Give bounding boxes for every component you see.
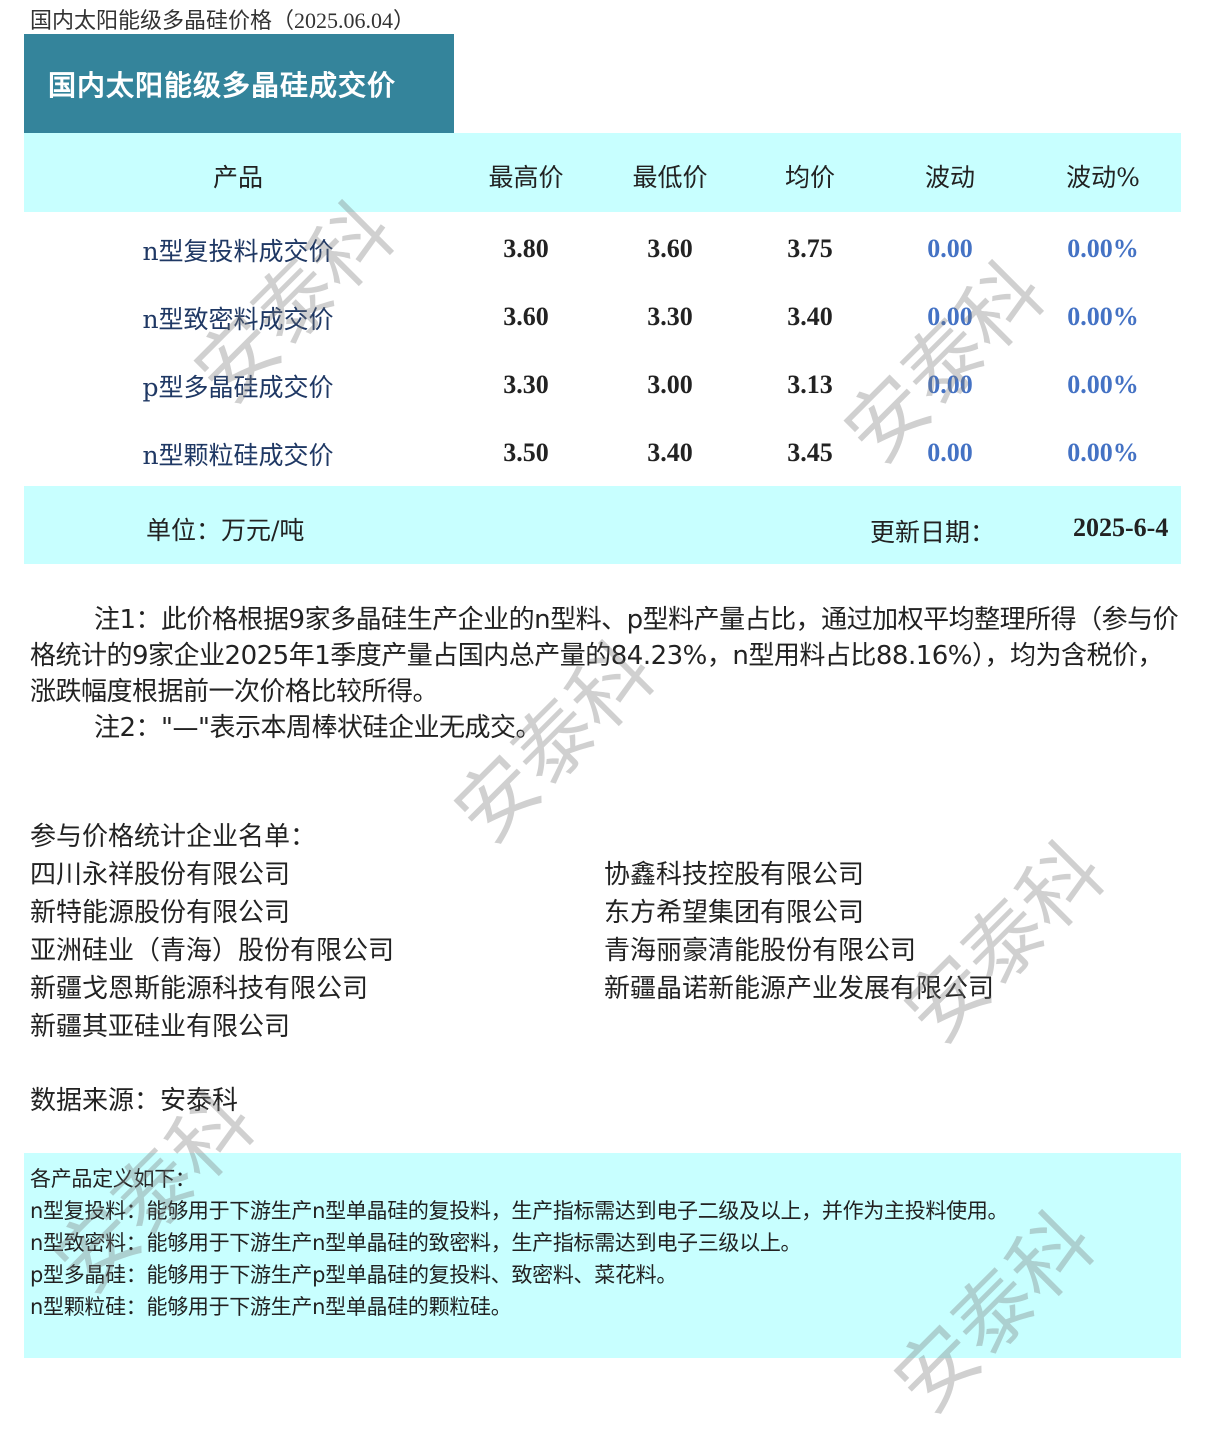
update-date: 2025-6-4 <box>1073 513 1169 542</box>
definition-line: n型颗粒硅：能够用于下游生产n型单晶硅的颗粒硅。 <box>30 1295 512 1319</box>
price-cell: 3.30 <box>503 370 549 399</box>
definition-line: 各产品定义如下： <box>30 1167 196 1191</box>
notes: 注1：此价格根据9家多晶硅生产企业的n型料、p型料产量占比，通过加权平均整理所得… <box>30 602 1180 746</box>
price-cell: 3.75 <box>787 234 833 263</box>
column-header: 均价 <box>784 163 836 192</box>
definition-line: p型多晶硅：能够用于下游生产p型单晶硅的复投料、致密料、菜花料。 <box>30 1263 678 1287</box>
company-item: 新疆其亚硅业有限公司 <box>30 1012 291 1042</box>
product-name: n型复投料成交价 <box>142 237 334 266</box>
table-footer-band <box>24 486 1181 564</box>
price-cell: 3.60 <box>503 302 549 331</box>
company-item: 青海丽豪清能股份有限公司 <box>604 936 917 966</box>
price-cell: 3.80 <box>503 234 549 263</box>
table-banner: 国内太阳能级多晶硅成交价 <box>24 34 454 133</box>
price-cell: 0.00% <box>1067 234 1139 263</box>
price-cell: 0.00% <box>1067 370 1139 399</box>
price-cell: 3.13 <box>787 370 833 399</box>
company-item: 新特能源股份有限公司 <box>30 898 291 928</box>
company-item: 新疆戈恩斯能源科技有限公司 <box>30 974 369 1004</box>
page-title: 国内太阳能级多晶硅价格（2025.06.04） <box>30 8 416 33</box>
company-item: 协鑫科技控股有限公司 <box>604 860 865 890</box>
price-cell: 0.00 <box>927 302 973 331</box>
product-name: p型多晶硅成交价 <box>142 373 334 402</box>
price-cell: 3.40 <box>787 302 833 331</box>
companies-title: 参与价格统计企业名单： <box>30 822 317 852</box>
unit-label: 单位：万元/吨 <box>146 516 305 545</box>
price-cell: 3.30 <box>647 302 693 331</box>
note-1: 注1：此价格根据9家多晶硅生产企业的n型料、p型料产量占比，通过加权平均整理所得… <box>30 605 1179 707</box>
column-header: 产品 <box>212 163 264 192</box>
price-cell: 0.00% <box>1067 302 1139 331</box>
definition-line: n型致密料：能够用于下游生产n型单晶硅的致密料，生产指标需达到电子三级以上。 <box>30 1231 802 1255</box>
company-item: 四川永祥股份有限公司 <box>30 860 291 890</box>
update-label: 更新日期： <box>870 518 996 547</box>
companies-right: 协鑫科技控股有限公司 东方希望集团有限公司青海丽豪清能股份有限公司新疆晶诺新能源产… <box>604 856 994 1008</box>
product-name: n型致密料成交价 <box>142 305 334 334</box>
column-header: 最低价 <box>632 163 708 192</box>
note-2: 注2："—"表示本周棒状硅企业无成交。 <box>94 713 541 743</box>
price-cell: 0.00 <box>927 234 973 263</box>
data-source: 数据来源：安泰科 <box>30 1086 239 1116</box>
price-cell: 3.45 <box>787 438 833 467</box>
product-name: n型颗粒硅成交价 <box>142 441 334 470</box>
price-cell: 0.00 <box>927 438 973 467</box>
price-cell: 3.40 <box>647 438 693 467</box>
company-item: 亚洲硅业（青海）股份有限公司 <box>30 936 395 966</box>
price-cell: 3.00 <box>647 370 693 399</box>
column-header: 最高价 <box>488 163 564 192</box>
table-header-band <box>24 133 1181 212</box>
price-cell: 3.60 <box>647 234 693 263</box>
price-cell: 0.00 <box>927 370 973 399</box>
companies-left: 四川永祥股份有限公司 新特能源股份有限公司亚洲硅业（青海）股份有限公司 新疆戈恩斯能… <box>30 856 394 1046</box>
definitions-box: 各产品定义如下： n型复投料：能够用于下游生产n型单晶硅的复投料，生产指标需达到电… <box>24 1153 1181 1358</box>
company-item: 东方希望集团有限公司 <box>604 898 865 928</box>
price-cell: 3.50 <box>503 438 549 467</box>
company-item: 新疆晶诺新能源产业发展有限公司 <box>604 974 995 1004</box>
price-cell: 0.00% <box>1067 438 1139 467</box>
definition-line: n型复投料：能够用于下游生产n型单晶硅的复投料，生产指标需达到电子二级及以上，并… <box>30 1199 1009 1223</box>
column-header: 波动% <box>1066 163 1140 192</box>
column-header: 波动 <box>924 163 976 192</box>
